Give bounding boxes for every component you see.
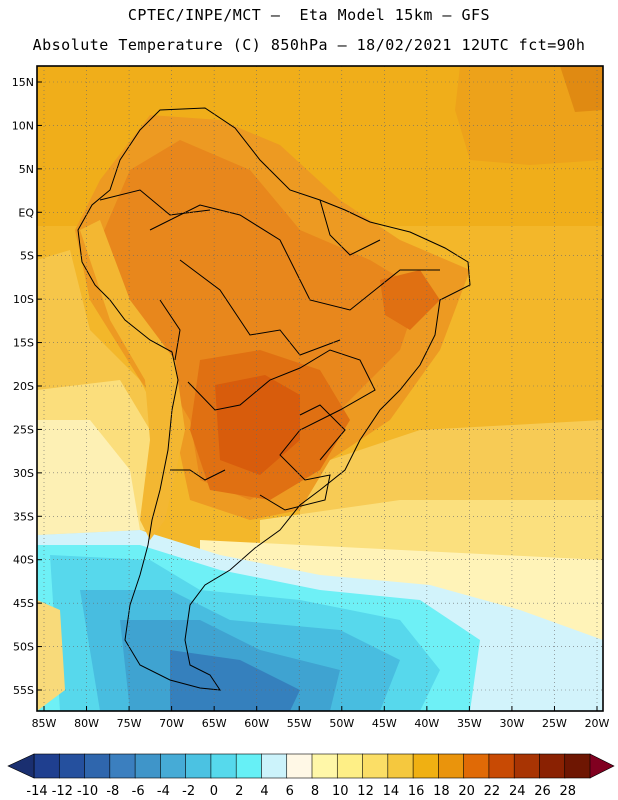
- colorbar-swatch: [160, 753, 187, 779]
- colorbar-swatch: [488, 753, 515, 779]
- colorbar-swatch: [109, 753, 136, 779]
- colorbar-swatch: [463, 753, 490, 779]
- lat-label: 35S: [13, 510, 34, 523]
- map-title-line2: Absolute Temperature (C) 850hPa – 18/02/…: [32, 36, 586, 54]
- colorbar-label: 2: [235, 784, 243, 799]
- colorbar-label: -14: [26, 784, 47, 799]
- lat-label: 30S: [13, 467, 34, 480]
- lon-label: 80W: [74, 717, 99, 730]
- coastlines: [77, 107, 471, 691]
- lon-label: 50W: [329, 717, 354, 730]
- colorbar-swatch: [58, 753, 86, 779]
- lat-label: 10N: [12, 119, 34, 132]
- lat-label: 15S: [13, 337, 34, 350]
- colorbar-label: 14: [383, 784, 400, 799]
- colorbar-label: 0: [210, 784, 218, 799]
- colorbar-label: 10: [332, 784, 349, 799]
- colorbar-label: 16: [408, 784, 425, 799]
- colorbar-swatch: [185, 753, 212, 779]
- colorbar-swatch: [539, 753, 566, 779]
- lat-label: 5S: [20, 250, 34, 263]
- lon-label: 65W: [202, 717, 227, 730]
- colorbar-swatch: [412, 753, 439, 779]
- lon-label: 40W: [414, 717, 439, 730]
- colorbar-swatch: [261, 753, 288, 779]
- latitude-labels: 15N 10N 5N EQ 5S 10S 15S 20S 25S 30S 35S 40S 45S 50S 5…: [12, 76, 42, 697]
- colorbar-swatch: [235, 753, 263, 779]
- lat-label: 10S: [13, 293, 34, 306]
- colorbar-label: -4: [157, 784, 170, 799]
- colorbar-label: -6: [132, 784, 145, 799]
- colorbar-swatch: [362, 753, 389, 779]
- lat-label: 25S: [13, 423, 34, 436]
- colorbar-swatch: [336, 753, 364, 779]
- colorbar-swatch: [210, 753, 237, 779]
- lat-label: EQ: [18, 206, 34, 219]
- lon-label: 20W: [585, 717, 610, 730]
- colorbar-swatch: [387, 753, 414, 779]
- lon-label: 30W: [499, 717, 524, 730]
- colorbar: [7, 753, 615, 779]
- colorbar-swatch: [134, 753, 161, 779]
- colorbar-label: -10: [77, 784, 98, 799]
- colorbar-label: 8: [311, 784, 319, 799]
- colorbar-swatch: [33, 753, 60, 779]
- lat-label: 50S: [13, 641, 34, 654]
- colorbar-label: 22: [484, 784, 501, 799]
- colorbar-swatch: [513, 753, 541, 779]
- colorbar-label: 4: [260, 784, 268, 799]
- colorbar-swatch: [564, 753, 591, 779]
- lat-label: 20S: [13, 380, 34, 393]
- lon-label: 45W: [372, 717, 397, 730]
- lat-label: 15N: [12, 76, 34, 89]
- lon-label: 85W: [32, 717, 57, 730]
- colorbar-label: -12: [52, 784, 73, 799]
- colorbar-label: -8: [106, 784, 119, 799]
- lon-label: 25W: [542, 717, 567, 730]
- colorbar-label: 26: [534, 784, 551, 799]
- colorbar-labels: -14 -12 -10 -8 -6 -4 -2 0 2 4 6 8 10 12 14 16 18 20 22 24 26…: [26, 784, 576, 799]
- map-title-line1: CPTEC/INPE/MCT – Eta Model 15km – GFS: [127, 6, 491, 24]
- lon-label: 60W: [244, 717, 269, 730]
- lon-label: 75W: [117, 717, 142, 730]
- lat-label: 40S: [13, 554, 34, 567]
- map-frame: [36, 65, 604, 712]
- colorbar-swatch: [286, 753, 313, 779]
- colorbar-swatch: [84, 753, 111, 779]
- lon-label: 55W: [287, 717, 312, 730]
- lon-label: 35W: [457, 717, 482, 730]
- lat-label: 55S: [13, 684, 34, 697]
- lat-label: 45S: [13, 597, 34, 610]
- lon-label: 70W: [159, 717, 184, 730]
- colorbar-label: 18: [433, 784, 450, 799]
- lat-label: 5N: [19, 163, 34, 176]
- colorbar-label: -2: [182, 784, 195, 799]
- colorbar-label: 28: [559, 784, 576, 799]
- colorbar-max-arrow: [589, 753, 615, 779]
- colorbar-label: 6: [286, 784, 294, 799]
- colorbar-swatch: [311, 753, 338, 779]
- colorbar-label: 24: [509, 784, 526, 799]
- colorbar-label: 20: [458, 784, 475, 799]
- colorbar-swatch: [438, 753, 465, 779]
- colorbar-min-arrow: [7, 753, 35, 779]
- longitude-labels: 85W 80W 75W 70W 65W 60W 55W 50W 45W 40W 35W 30W 25W 2…: [32, 706, 610, 730]
- colorbar-label: 12: [357, 784, 374, 799]
- temperature-field: [37, 66, 603, 711]
